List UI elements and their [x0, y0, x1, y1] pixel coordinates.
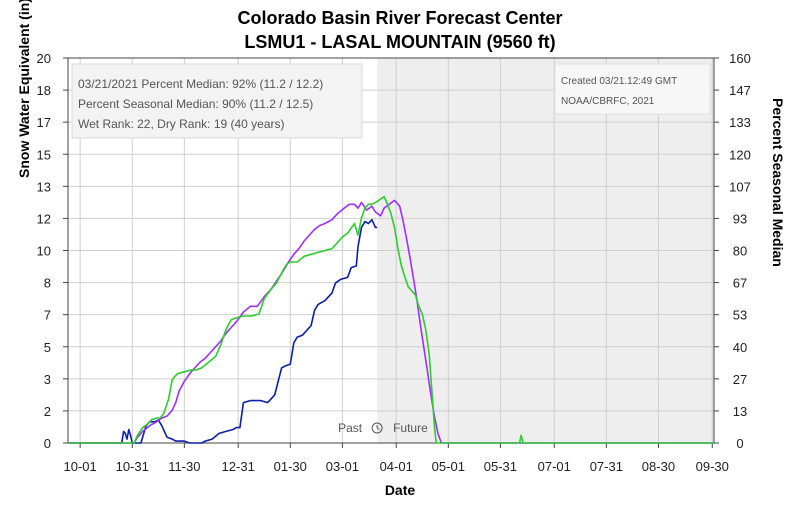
series-line-2	[68, 195, 714, 444]
x-tick-label: 07-31	[590, 459, 623, 474]
y-tick-label: 7	[44, 308, 51, 323]
y-right-tick-label: 67	[733, 276, 747, 291]
info-line: 03/21/2021 Percent Median: 92% (11.2 / 1…	[78, 77, 323, 91]
info-box	[71, 63, 363, 139]
x-tick-label: 09-30	[696, 459, 729, 474]
credit-line: Created 03/21.12:49 GMT	[561, 76, 677, 87]
y-right-tick-label: 93	[733, 211, 747, 226]
x-tick-label: 05-31	[484, 459, 517, 474]
series-line-1	[68, 199, 714, 444]
x-tick-label: 08-30	[642, 459, 675, 474]
y-tick-label: 18	[37, 83, 51, 98]
clock-hands	[376, 425, 380, 430]
future-label: Future	[393, 421, 428, 435]
y-tick-label: 8	[44, 276, 51, 291]
y-right-tick-label: 0	[736, 436, 743, 451]
x-tick-label: 05-01	[432, 459, 465, 474]
x-axis-label: Date	[384, 482, 416, 498]
y-right-tick-label: 27	[733, 372, 747, 387]
info-line: Wet Rank: 22, Dry Rank: 19 (40 years)	[78, 117, 285, 131]
x-tick-label: 07-01	[538, 459, 571, 474]
y-tick-label: 5	[44, 340, 51, 355]
y-tick-label: 2	[44, 404, 51, 419]
y-tick-label: 17	[37, 115, 51, 130]
y-right-tick-label: 133	[729, 115, 751, 130]
y-tick-label: 0	[44, 436, 51, 451]
x-tick-label: 03-01	[326, 459, 359, 474]
y-axis-label-right: Percent Seasonal Median	[770, 98, 786, 267]
x-tick-label: 04-01	[380, 459, 413, 474]
x-tick-label: 12-31	[222, 459, 255, 474]
y-right-tick-label: 53	[733, 308, 747, 323]
y-right-tick-label: 120	[729, 147, 751, 162]
y-tick-label: 12	[37, 211, 51, 226]
y-axis-label-left: Snow Water Equivalent (in)	[16, 0, 32, 178]
y-right-tick-label: 160	[729, 51, 751, 66]
y-tick-label: 15	[37, 147, 51, 162]
credit-box	[554, 63, 711, 115]
y-right-tick-label: 40	[733, 340, 747, 355]
x-tick-label: 10-01	[64, 459, 97, 474]
chart-subtitle: LSMU1 - LASAL MOUNTAIN (9560 ft)	[244, 32, 556, 52]
x-tick-label: 01-30	[274, 459, 307, 474]
y-right-tick-label: 80	[733, 244, 747, 259]
x-tick-label: 10-31	[116, 459, 149, 474]
y-tick-label: 20	[37, 51, 51, 66]
info-line: Percent Seasonal Median: 90% (11.2 / 12.…	[78, 97, 313, 111]
past-label: Past	[338, 421, 363, 435]
y-tick-label: 13	[37, 179, 51, 194]
y-tick-label: 3	[44, 372, 51, 387]
credit-line: NOAA/CBRFC, 2021	[561, 96, 655, 107]
chart-title: Colorado Basin River Forecast Center	[237, 8, 563, 28]
y-right-tick-label: 147	[729, 83, 751, 98]
y-right-tick-label: 107	[729, 179, 751, 194]
x-tick-label: 11-30	[168, 459, 200, 474]
y-tick-label: 10	[37, 244, 51, 259]
clock-icon	[371, 422, 383, 434]
y-right-tick-label: 13	[733, 404, 747, 419]
